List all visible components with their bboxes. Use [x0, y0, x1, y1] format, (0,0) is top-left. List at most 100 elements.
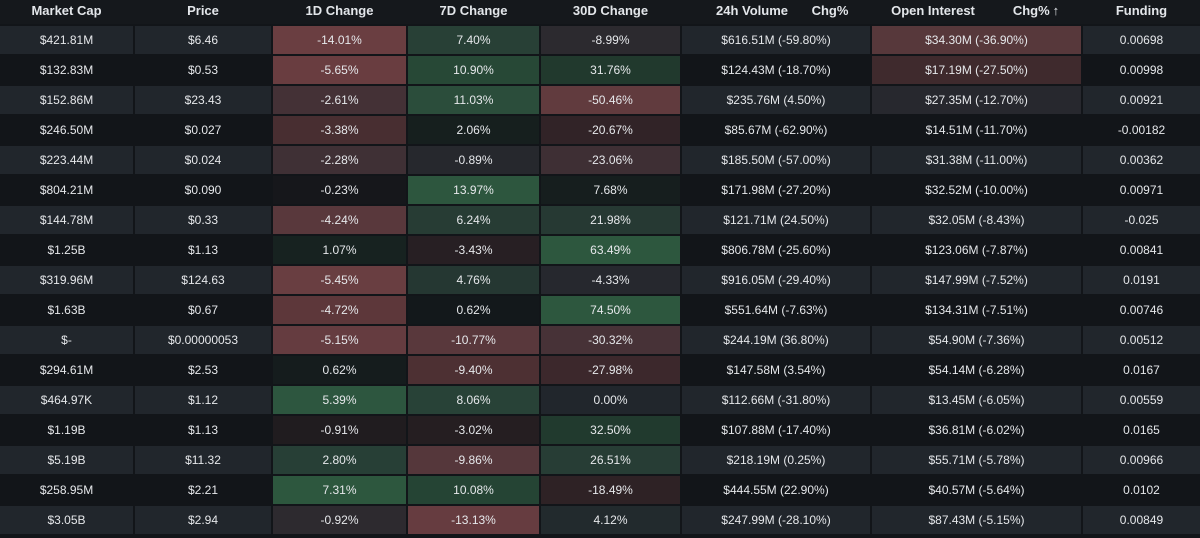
header-7d-change[interactable]: 7D Change — [439, 3, 508, 18]
table-row[interactable]: $1.25B $1.13 1.07% -3.43% 63.49% $806.78M (-2… — [0, 236, 1200, 264]
table-row[interactable]: $258.95M $2.21 7.31% 10.08% -18.49% $444.55M … — [0, 476, 1200, 504]
change-7d-cell: 0.62% — [408, 296, 539, 324]
price-cell: $2.21 — [135, 476, 271, 504]
price-cell: $1.12 — [135, 386, 271, 414]
change-1d-cell: -5.15% — [273, 326, 406, 354]
change-1d-cell: 7.31% — [273, 476, 406, 504]
change-30d-cell: -50.46% — [541, 86, 680, 114]
table-row[interactable]: $152.86M $23.43 -2.61% 11.03% -50.46% $235.76… — [0, 86, 1200, 114]
change-7d-cell: 8.06% — [408, 386, 539, 414]
table-row[interactable]: $132.83M $0.53 -5.65% 10.90% 31.76% $124.43M … — [0, 56, 1200, 84]
volume-cell: $121.71M (24.50%) — [682, 206, 870, 234]
market-cap-cell: $3.05B — [0, 506, 133, 534]
market-cap-cell: $1.19B — [0, 416, 133, 444]
open-interest-cell: $14.51M (-11.70%) — [872, 116, 1081, 144]
volume-cell: $218.19M (0.25%) — [682, 446, 870, 474]
open-interest-cell: $31.38M (-11.00%) — [872, 146, 1081, 174]
market-cap-cell: $- — [0, 326, 133, 354]
table-row[interactable]: $3.05B $2.94 -0.92% -13.13% 4.12% $247.99M (-… — [0, 506, 1200, 534]
funding-cell: 0.0191 — [1083, 266, 1200, 294]
volume-cell: $85.67M (-62.90%) — [682, 116, 870, 144]
table-row[interactable]: $294.61M $2.53 0.62% -9.40% -27.98% $147.58M … — [0, 356, 1200, 384]
change-7d-cell: 13.97% — [408, 176, 539, 204]
open-interest-cell: $134.31M (-7.51%) — [872, 296, 1081, 324]
header-price[interactable]: Price — [187, 3, 219, 18]
header-24h-volume[interactable]: 24h Volume — [715, 3, 788, 18]
funding-cell: 0.0102 — [1083, 476, 1200, 504]
funding-cell: 0.00746 — [1083, 296, 1200, 324]
change-1d-cell: -14.01% — [273, 26, 406, 54]
funding-cell: 0.00966 — [1083, 446, 1200, 474]
header-1d-change[interactable]: 1D Change — [305, 3, 374, 18]
volume-cell: $244.19M (36.80%) — [682, 326, 870, 354]
header-oi-chg[interactable]: Chg% ↑ — [996, 0, 1076, 24]
change-30d-cell: 0.00% — [541, 386, 680, 414]
change-30d-cell: 32.50% — [541, 416, 680, 444]
price-cell: $0.090 — [135, 176, 271, 204]
change-1d-cell: 5.39% — [273, 386, 406, 414]
funding-cell: 0.00841 — [1083, 236, 1200, 264]
price-cell: $6.46 — [135, 26, 271, 54]
funding-cell: 0.00998 — [1083, 56, 1200, 84]
funding-cell: 0.00559 — [1083, 386, 1200, 414]
change-30d-cell: -20.67% — [541, 116, 680, 144]
open-interest-cell: $55.71M (-5.78%) — [872, 446, 1081, 474]
volume-cell: $107.88M (-17.40%) — [682, 416, 870, 444]
market-cap-cell: $132.83M — [0, 56, 133, 84]
header-open-interest[interactable]: Open Interest — [891, 3, 975, 18]
price-cell: $0.027 — [135, 116, 271, 144]
change-30d-cell: -18.49% — [541, 476, 680, 504]
volume-cell: $616.51M (-59.80%) — [682, 26, 870, 54]
open-interest-cell: $54.14M (-6.28%) — [872, 356, 1081, 384]
change-7d-cell: 10.90% — [408, 56, 539, 84]
sort-arrow-up-icon[interactable]: ↑ — [1052, 3, 1060, 18]
change-30d-cell: -23.06% — [541, 146, 680, 174]
header-market-cap[interactable]: Market Cap — [31, 3, 102, 18]
change-7d-cell: -3.43% — [408, 236, 539, 264]
change-30d-cell: -27.98% — [541, 356, 680, 384]
table-row[interactable]: $421.81M $6.46 -14.01% 7.40% -8.99% $616.51M … — [0, 26, 1200, 54]
change-1d-cell: -2.28% — [273, 146, 406, 174]
change-1d-cell: -4.24% — [273, 206, 406, 234]
table-row[interactable]: $804.21M $0.090 -0.23% 13.97% 7.68% $171.98M … — [0, 176, 1200, 204]
header-30d-change[interactable]: 30D Change — [572, 3, 649, 18]
table-row[interactable]: $144.78M $0.33 -4.24% 6.24% 21.98% $121.71M (… — [0, 206, 1200, 234]
change-30d-cell: 74.50% — [541, 296, 680, 324]
table-row[interactable]: $1.63B $0.67 -4.72% 0.62% 74.50% $551.64M (-7… — [0, 296, 1200, 324]
funding-cell: 0.00698 — [1083, 26, 1200, 54]
open-interest-cell: $40.57M (-5.64%) — [872, 476, 1081, 504]
open-interest-cell: $36.81M (-6.02%) — [872, 416, 1081, 444]
price-cell: $1.13 — [135, 236, 271, 264]
volume-cell: $112.66M (-31.80%) — [682, 386, 870, 414]
change-1d-cell: -0.91% — [273, 416, 406, 444]
table-row[interactable]: $5.19B $11.32 2.80% -9.86% 26.51% $218.19M (0… — [0, 446, 1200, 474]
open-interest-cell: $17.19M (-27.50%) — [872, 56, 1081, 84]
funding-cell: 0.00971 — [1083, 176, 1200, 204]
funding-cell: -0.00182 — [1083, 116, 1200, 144]
volume-cell: $551.64M (-7.63%) — [682, 296, 870, 324]
market-cap-cell: $294.61M — [0, 356, 133, 384]
header-funding[interactable]: Funding — [1115, 3, 1168, 18]
change-1d-cell: 2.80% — [273, 446, 406, 474]
table-row[interactable]: $- $0.00000053 -5.15% -10.77% -30.32% $244.19… — [0, 326, 1200, 354]
price-cell: $124.63 — [135, 266, 271, 294]
market-cap-cell: $319.96M — [0, 266, 133, 294]
open-interest-cell: $13.45M (-6.05%) — [872, 386, 1081, 414]
volume-cell: $124.43M (-18.70%) — [682, 56, 870, 84]
table-row[interactable]: $464.97K $1.12 5.39% 8.06% 0.00% $112.66M (-3… — [0, 386, 1200, 414]
table-row[interactable]: $223.44M $0.024 -2.28% -0.89% -23.06% $185.50… — [0, 146, 1200, 174]
table-row[interactable]: $246.50M $0.027 -3.38% 2.06% -20.67% $85.67M … — [0, 116, 1200, 144]
header-oi-chg-label: Chg% — [1012, 3, 1050, 18]
table-header-row: Market Cap Price 1D Change 7D Change 30D… — [0, 0, 1200, 24]
change-30d-cell: 4.12% — [541, 506, 680, 534]
table-row[interactable]: $319.96M $124.63 -5.45% 4.76% -4.33% $916.05M… — [0, 266, 1200, 294]
change-30d-cell: 7.68% — [541, 176, 680, 204]
header-volume-chg[interactable]: Chg% — [811, 3, 849, 18]
change-1d-cell: -2.61% — [273, 86, 406, 114]
change-7d-cell: 2.06% — [408, 116, 539, 144]
table-row[interactable]: $1.19B $1.13 -0.91% -3.02% 32.50% $107.88M (-… — [0, 416, 1200, 444]
open-interest-cell: $123.06M (-7.87%) — [872, 236, 1081, 264]
price-cell: $11.32 — [135, 446, 271, 474]
change-7d-cell: -9.86% — [408, 446, 539, 474]
change-1d-cell: 1.07% — [273, 236, 406, 264]
